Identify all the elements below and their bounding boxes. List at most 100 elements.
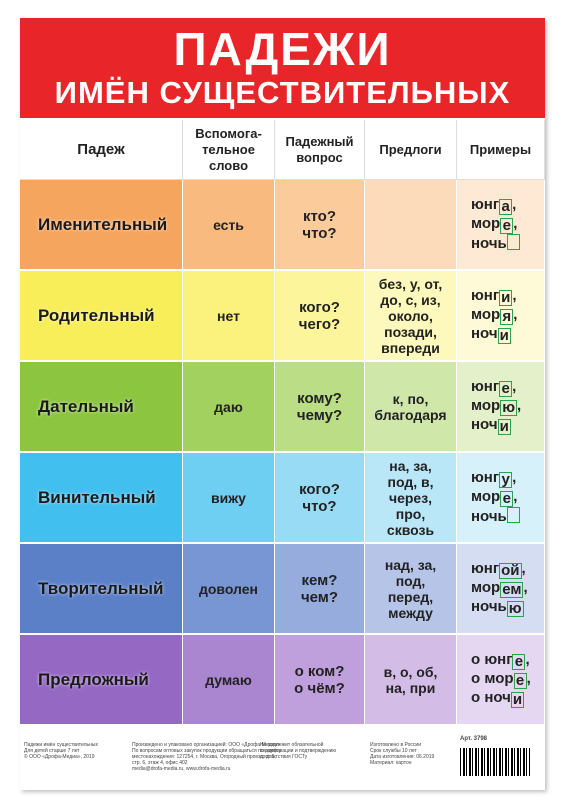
example: юнг ой, — [471, 560, 526, 579]
footer-text: По вопросам оптовых закупок продукции об… — [132, 748, 282, 754]
stem: мор — [471, 579, 501, 596]
header-text: Примеры — [469, 141, 532, 157]
example: мор е, — [471, 215, 517, 234]
header-text: Падежный — [285, 133, 354, 149]
ending: я — [500, 309, 514, 325]
preposition: до, с, из, — [380, 291, 441, 308]
stem: юнг — [471, 560, 500, 577]
header-cell: Примеры — [457, 120, 545, 180]
header: ПАДЕЖИ ИМЁН СУЩЕСТВИТЕЛЬНЫХ — [20, 18, 545, 118]
preposition: над, за, — [384, 556, 437, 573]
example: о ноч и — [471, 689, 525, 708]
footer-text: media@drofa-media.ru, www.drofa-media.ru — [132, 766, 231, 772]
stem: юнг — [471, 196, 500, 213]
table-cell: Родительный — [20, 271, 183, 362]
preposition: без, у, от, — [378, 275, 443, 292]
footer: Падежи имён существительных Для детей ста… — [20, 730, 545, 790]
ending: и — [510, 691, 525, 708]
zero-ending — [506, 507, 520, 523]
punctuation: , — [512, 378, 517, 395]
preposition: благодаря — [374, 406, 447, 423]
question: что? — [302, 224, 337, 242]
stem: мор — [471, 488, 501, 505]
ending: а — [499, 199, 513, 215]
stem: ноч — [471, 416, 498, 433]
ending: и — [497, 418, 511, 435]
example: ноч и — [471, 416, 511, 435]
case-name: Именительный — [38, 214, 168, 234]
auxiliary-word: думаю — [205, 671, 252, 688]
ending: ю — [506, 600, 524, 617]
stem: о ноч — [471, 689, 511, 706]
question: чего? — [298, 315, 341, 333]
question: чем? — [300, 588, 339, 606]
question: кто? — [303, 207, 336, 225]
header-text: Вспомога- — [195, 125, 262, 141]
table-cell: юнг у, мор е, ночь — [457, 453, 545, 544]
punctuation: , — [521, 560, 526, 577]
stem: юнг — [471, 469, 500, 486]
table-cell: Именительный — [20, 180, 183, 271]
table-cell: о юнг е, о мор е, о ноч и — [457, 635, 545, 726]
question: кем? — [301, 571, 338, 589]
subtitle: ИМЁН СУЩЕСТВИТЕЛЬНЫХ — [54, 75, 511, 110]
punctuation: , — [512, 469, 517, 486]
title: ПАДЕЖИ — [173, 23, 392, 75]
ending: и — [499, 289, 513, 306]
table-cell: Винительный — [20, 453, 183, 544]
footer-column: Изготовлено в России Срок службы 10 лет Да… — [370, 742, 434, 766]
table-cell: без, у, от, до, с, из, около, позади, вперед… — [365, 271, 457, 362]
table-cell: вижу — [183, 453, 275, 544]
table-cell: Дательный — [20, 362, 183, 453]
example: юнг а, — [471, 196, 516, 215]
example: ночь — [471, 234, 520, 253]
ending: у — [499, 472, 513, 488]
question: что? — [302, 497, 337, 515]
punctuation: , — [526, 670, 531, 687]
example: мор ю, — [471, 397, 521, 416]
table-cell: доволен — [183, 544, 275, 635]
preposition: про, — [395, 505, 426, 522]
example: юнг е, — [471, 378, 516, 397]
header-text: слово — [208, 157, 249, 173]
preposition: позади, — [384, 323, 437, 340]
footer-column: Не подлежит обязательной сертификации и п… — [260, 742, 336, 760]
table-cell — [365, 180, 457, 271]
header-cell: Предлоги — [365, 120, 457, 180]
question: кому? — [297, 389, 342, 407]
table-cell: над, за, под, перед, между — [365, 544, 457, 635]
footer-text: Произведено и упаковано организацией: ОО… — [132, 742, 280, 748]
preposition: между — [388, 604, 433, 621]
preposition: на, за, — [389, 457, 432, 474]
preposition: под, в, — [387, 473, 434, 490]
case-name: Предложный — [38, 669, 149, 689]
footer-text: местонахождения: 127254, г. Москва, Огор… — [132, 754, 276, 760]
example: ноч и — [471, 325, 511, 344]
footer-text: © ООО «Дрофа-Медиа», 2019 — [24, 754, 95, 760]
punctuation: , — [517, 397, 522, 414]
punctuation: , — [513, 215, 518, 232]
preposition: через, — [388, 489, 433, 506]
stem: мор — [471, 215, 501, 232]
ending: е — [513, 673, 527, 689]
preposition: на, при — [385, 679, 436, 696]
case-name: Творительный — [38, 578, 164, 598]
case-name: Дательный — [38, 396, 134, 416]
table-cell: кого? что? — [275, 453, 365, 544]
preposition: около, — [388, 307, 433, 324]
article: Арт. 3798 — [460, 736, 488, 742]
stem: ночь — [471, 508, 507, 525]
question: о ком? — [294, 662, 345, 680]
example: ночь — [471, 507, 520, 526]
ending: ю — [500, 399, 518, 416]
footer-text: Материал: картон — [370, 760, 412, 766]
footer-column: Произведено и упаковано организацией: ОО… — [132, 742, 281, 772]
ending: е — [499, 381, 513, 397]
auxiliary-word: доволен — [198, 580, 258, 597]
preposition: впереди — [381, 339, 440, 356]
punctuation: , — [513, 488, 518, 505]
question: чему? — [296, 406, 343, 424]
ending: е — [500, 491, 514, 507]
example: мор е, — [471, 488, 517, 507]
example: юнг у, — [471, 469, 516, 488]
